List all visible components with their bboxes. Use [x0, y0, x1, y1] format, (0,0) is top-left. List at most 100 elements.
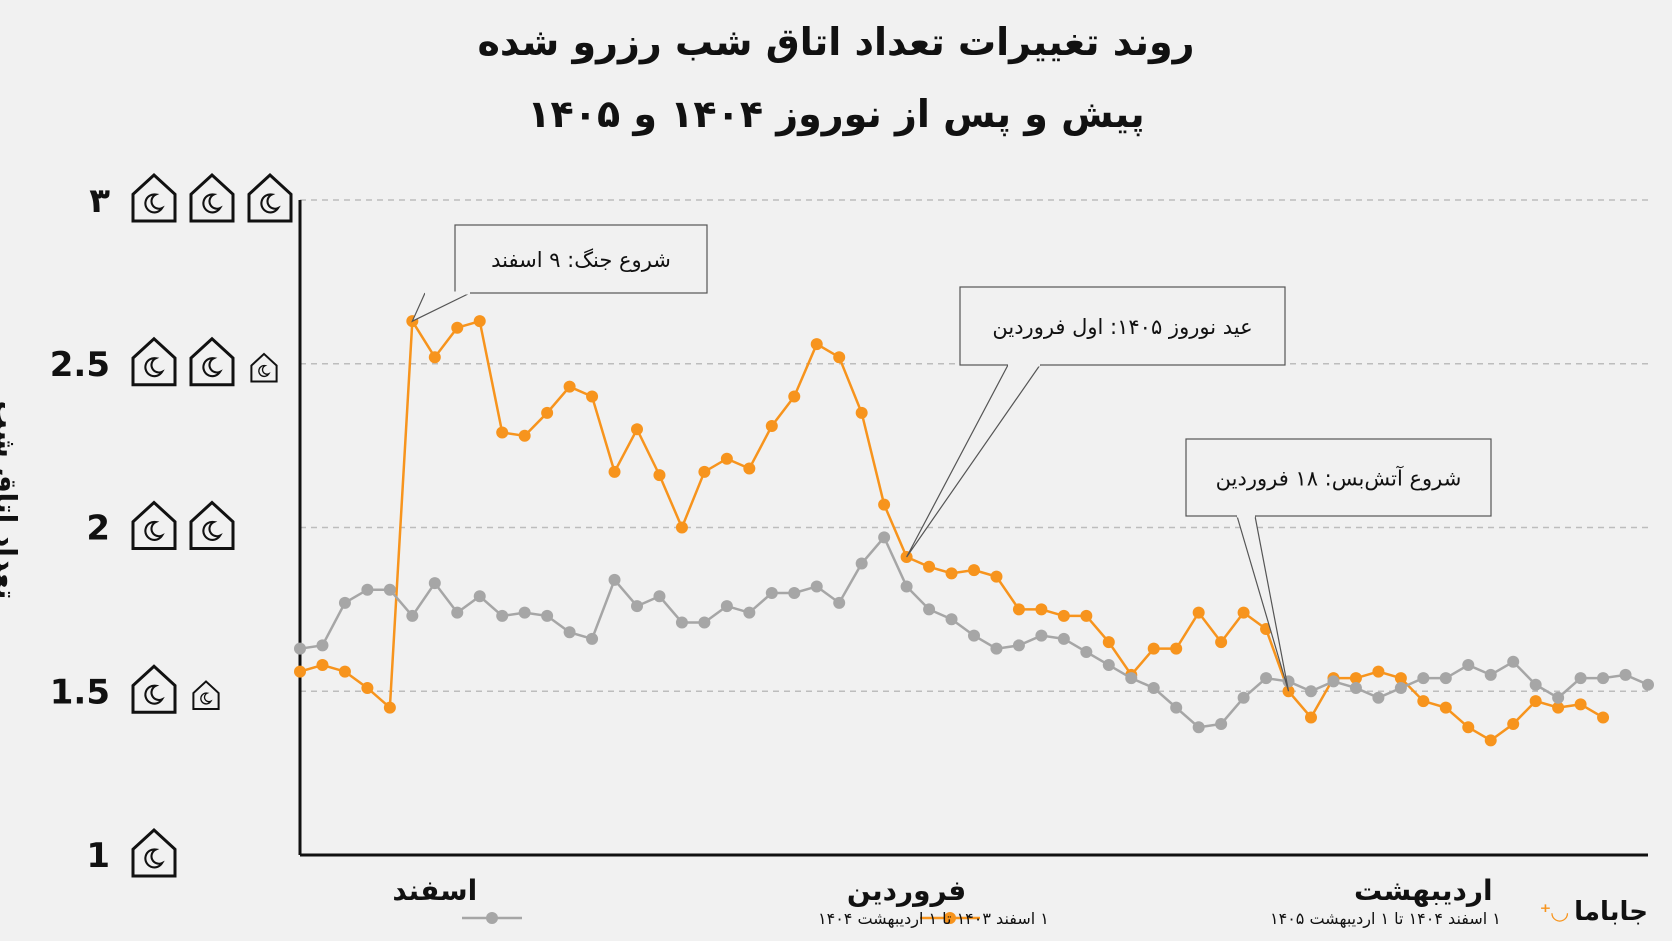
data-point: [1372, 665, 1385, 678]
house-moon-icon: [131, 664, 177, 714]
data-point: [1012, 639, 1025, 652]
data-point: [1237, 606, 1250, 619]
data-point: [541, 406, 554, 419]
data-point: [878, 531, 891, 544]
data-point: [1237, 691, 1250, 704]
data-point: [1147, 681, 1160, 694]
data-point: [1552, 701, 1565, 714]
data-point: [1147, 642, 1160, 655]
data-point: [1439, 672, 1452, 685]
data-point: [923, 603, 936, 616]
callout-pointer: [906, 364, 1041, 558]
callout-text: شروع آتش‌بس: ۱۸ فروردین: [1216, 466, 1462, 491]
data-point: [518, 429, 531, 442]
data-point: [338, 596, 351, 609]
data-point: [1619, 668, 1632, 681]
data-point: [1642, 678, 1654, 691]
house-moon-icon: [131, 827, 177, 878]
data-point: [1170, 642, 1183, 655]
data-point: [541, 609, 554, 622]
series-line: [299, 317, 1604, 742]
callout-pointer: [1236, 515, 1290, 692]
chart-title-line1: روند تغییرات تعداد اتاق شب رزرو شده: [477, 20, 1195, 64]
data-point: [518, 606, 531, 619]
data-point: [1574, 698, 1587, 711]
data-point: [765, 419, 778, 432]
data-point: [810, 580, 823, 593]
data-point: [945, 567, 958, 580]
data-point: [968, 564, 980, 577]
house-moon-icon: [131, 500, 177, 550]
chart-title-line2: پیش و پس از نوروز ۱۴۰۴ و ۱۴۰۵: [527, 92, 1145, 136]
data-point: [451, 321, 464, 334]
data-point: [473, 590, 486, 603]
house-moon-icon: [189, 336, 235, 387]
brand-smile-icon: ◡⁺: [1539, 899, 1569, 925]
data-point: [563, 626, 576, 639]
data-point: [1529, 695, 1542, 708]
data-point: [1507, 655, 1520, 668]
brand-name: جاباما: [1574, 897, 1648, 927]
data-point: [1102, 659, 1115, 672]
data-point: [1394, 681, 1407, 694]
data-point: [1057, 632, 1070, 645]
data-point: [1170, 701, 1183, 714]
data-point: [294, 665, 306, 678]
data-point: [1192, 721, 1205, 734]
house-moon-icon: [131, 172, 177, 223]
data-point: [788, 587, 801, 599]
data-point: [451, 606, 464, 619]
data-point: [1484, 734, 1497, 747]
house-moon-icon: [189, 500, 235, 550]
data-point: [1035, 629, 1048, 642]
data-point: [563, 380, 576, 393]
data-point: [720, 600, 733, 613]
data-point: [653, 590, 666, 603]
data-point: [586, 632, 599, 645]
callout-text: عید نوروز ۱۴۰۵: اول فروردین: [992, 315, 1252, 339]
data-point: [294, 642, 306, 655]
data-point: [1035, 603, 1048, 616]
callout-pointer: [411, 292, 471, 323]
data-point: [743, 606, 756, 619]
data-point: [406, 609, 419, 622]
data-point: [1462, 659, 1475, 672]
y-tick-label: 1: [86, 836, 110, 876]
data-point: [631, 600, 643, 613]
data-point: [338, 665, 351, 678]
data-point: [1349, 672, 1362, 685]
data-point: [1192, 606, 1205, 619]
x-tick-label: فروردین: [847, 874, 966, 907]
data-point: [1260, 672, 1273, 685]
data-point: [788, 390, 801, 403]
data-point: [675, 521, 688, 534]
data-point: [653, 469, 666, 482]
data-point: [1327, 675, 1340, 688]
data-point: [496, 609, 509, 622]
data-point: [1462, 721, 1475, 734]
brand-logo: جاباما ◡⁺: [1540, 897, 1648, 927]
data-point: [631, 423, 643, 436]
data-point: [1372, 691, 1385, 704]
data-point: [1552, 691, 1565, 704]
legend-label: ۱ اسفند ۱۴۰۴ تا ۱ اردیبهشت ۱۴۰۵: [1270, 909, 1501, 929]
data-point: [878, 498, 891, 511]
data-point: [1439, 701, 1452, 714]
data-point: [765, 587, 778, 599]
data-point: [855, 557, 868, 570]
house-moon-icon: [131, 336, 177, 387]
data-point: [698, 465, 711, 478]
data-point: [1012, 603, 1025, 616]
y-tick-label: ۳: [89, 181, 110, 221]
house-moon-icon: [192, 680, 220, 711]
data-point: [316, 659, 329, 672]
data-point: [968, 629, 980, 642]
y-tick-label: 2.5: [50, 345, 110, 385]
legend-marker: [944, 912, 956, 924]
data-point: [496, 426, 509, 439]
data-point: [743, 462, 756, 475]
data-point: [1484, 668, 1497, 681]
data-point: [698, 616, 711, 629]
legend-marker: [486, 912, 498, 924]
